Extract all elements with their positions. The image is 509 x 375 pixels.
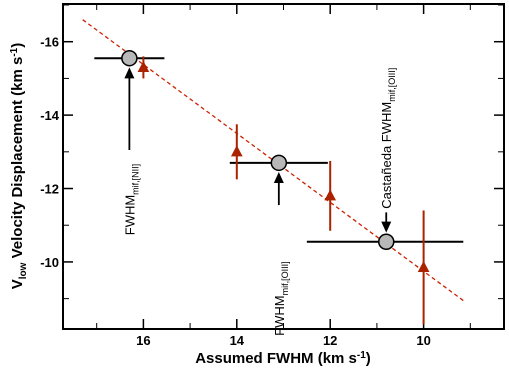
x-tick-label: 10 [416,333,430,348]
x-tick-label: 12 [323,333,337,348]
annotation-label: FWHMmif,[NII] [122,164,140,235]
annotation-arrowhead [273,172,284,184]
y-tick-label: -14 [40,108,60,123]
data-point-circle [121,49,138,67]
annotation-label: Castañeda FWHMmif,[OIII] [379,68,397,209]
data-point-circle [270,154,288,172]
annotation-label: FWHMmif,[OIII] [272,261,290,335]
annotation-arrowhead [124,67,135,79]
annotation-arrowhead [381,221,392,233]
x-axis-title: Assumed FWHM (km s-1) [195,350,371,367]
x-tick-label: 16 [136,333,150,348]
data-point-triangle [137,60,150,72]
fit-line [82,19,467,303]
y-tick-label: -12 [40,182,59,197]
x-tick-label: 14 [230,333,245,348]
y-axis-title: Vlow Velocity Displacement (km s-1) [9,43,29,290]
data-point-circle [377,233,395,250]
data-point-triangle [324,189,337,201]
data-point-triangle [230,145,243,157]
plot-frame [62,3,505,330]
y-tick-label: -10 [40,255,59,270]
data-point-triangle [417,260,430,272]
y-tick-label: -16 [40,35,59,50]
